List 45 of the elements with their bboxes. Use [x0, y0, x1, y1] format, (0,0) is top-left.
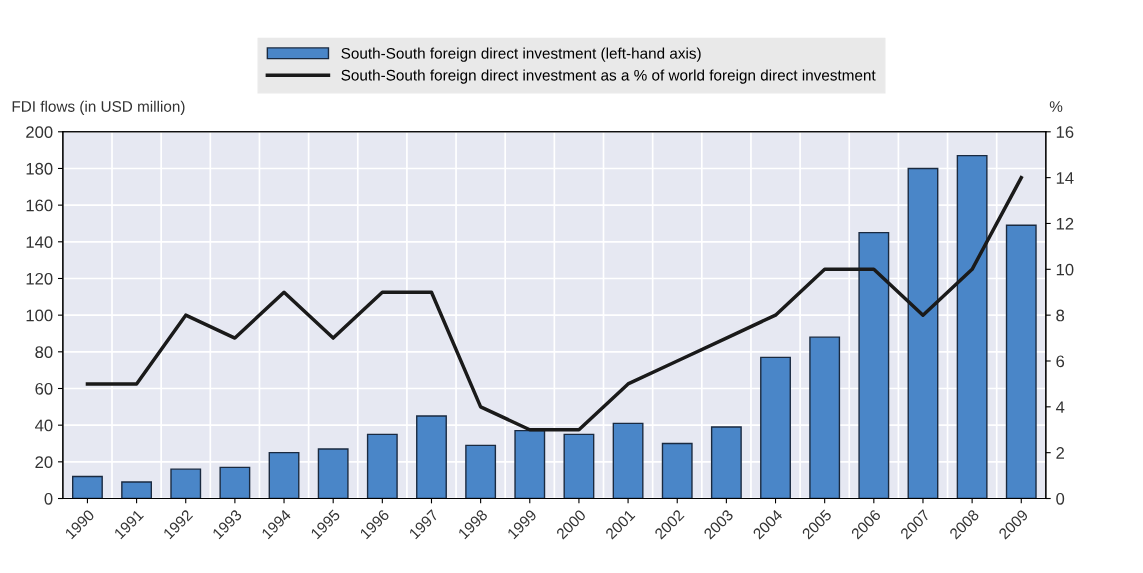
bar	[219, 466, 251, 499]
bar	[366, 433, 398, 499]
bar	[858, 231, 890, 499]
bar	[416, 415, 447, 499]
bar	[907, 167, 939, 499]
y-tick-label: 80	[35, 346, 53, 359]
y2-tick-label: 12	[1056, 217, 1074, 230]
bar	[317, 448, 349, 499]
y-tick-label: 140	[26, 236, 53, 249]
bar	[268, 451, 300, 499]
y-tick-label: 180	[26, 162, 53, 175]
bar	[465, 444, 497, 499]
y2-tick-label: 14	[1056, 172, 1074, 184]
y2-tick-label: 8	[1056, 309, 1065, 322]
legend-label: South-South foreign direct investment as a % of world foreign direct investment	[341, 69, 876, 84]
y-tick-label: 40	[34, 419, 53, 432]
line-series	[85, 175, 1024, 432]
y2-tick-label: 6	[1056, 355, 1065, 368]
bar	[661, 442, 693, 499]
bar	[710, 426, 742, 499]
y2-tick-label: 16	[1056, 126, 1074, 138]
y-tick-label: 120	[26, 272, 53, 285]
legend-label: South-South foreign direct investment (left-hand axis)	[341, 47, 701, 62]
bar	[809, 336, 841, 499]
y-tick-label: 100	[26, 309, 53, 322]
y2-tick-label: 2	[1056, 447, 1064, 459]
bar	[170, 468, 202, 499]
bar	[1005, 224, 1037, 499]
bar	[563, 433, 595, 499]
y2-axis-title: %	[1049, 101, 1063, 112]
y2-tick-label: 0	[1056, 492, 1065, 505]
y2-tick-label: 4	[1055, 401, 1065, 413]
bar	[121, 481, 153, 499]
y2-tick-label: 10	[1056, 263, 1074, 276]
y-tick-label: 20	[35, 456, 53, 469]
y-tick-label: 60	[35, 382, 53, 395]
y-tick-label: 0	[44, 492, 53, 505]
bar	[760, 356, 791, 499]
y-axis-title: FDI flows (in USD million)	[12, 100, 185, 115]
y-tick-label: 160	[26, 199, 53, 212]
bar	[71, 475, 103, 499]
bar	[612, 422, 644, 499]
bar	[956, 154, 988, 499]
bar	[514, 429, 546, 499]
y-tick-label: 200	[26, 126, 53, 138]
